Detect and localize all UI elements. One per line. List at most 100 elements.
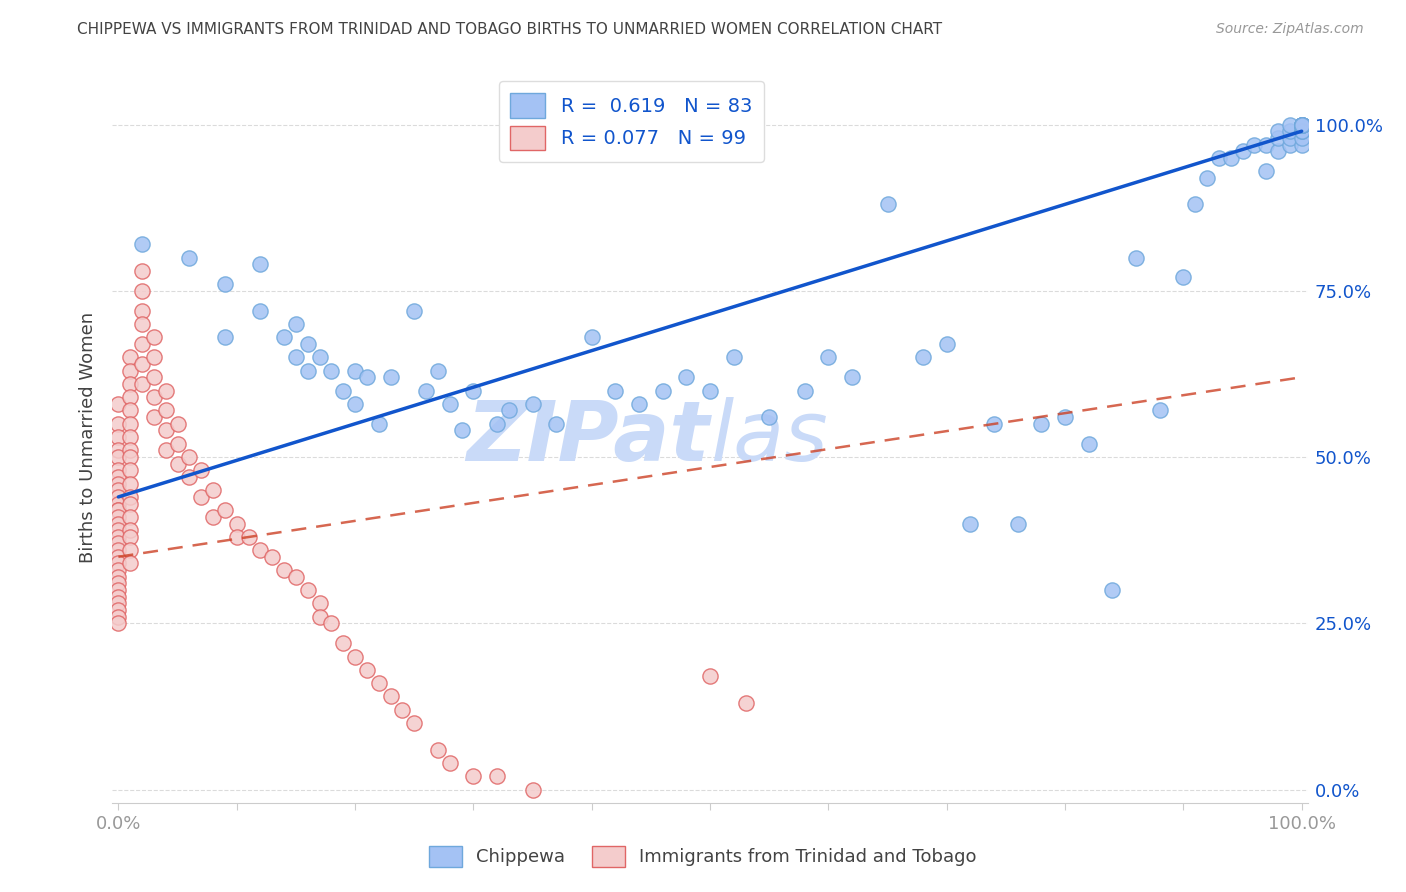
Point: [1291, 118, 1313, 132]
Point: [463, 384, 485, 398]
Point: [107, 503, 129, 517]
Point: [107, 476, 129, 491]
Point: [262, 549, 284, 564]
Point: [131, 264, 153, 278]
Point: [155, 384, 177, 398]
Point: [142, 330, 165, 344]
Point: [107, 582, 129, 597]
Point: [1291, 137, 1313, 152]
Point: [1149, 403, 1171, 417]
Point: [1267, 124, 1289, 138]
Point: [120, 390, 142, 404]
Point: [841, 370, 863, 384]
Point: [734, 696, 756, 710]
Point: [699, 669, 721, 683]
Point: [344, 397, 367, 411]
Point: [1291, 118, 1313, 132]
Point: [155, 443, 177, 458]
Point: [120, 497, 142, 511]
Point: [1291, 118, 1313, 132]
Point: [426, 742, 449, 756]
Point: [1232, 144, 1254, 158]
Point: [817, 351, 839, 365]
Text: las: las: [710, 397, 828, 477]
Point: [120, 557, 142, 571]
Point: [107, 417, 129, 431]
Point: [380, 690, 402, 704]
Point: [297, 582, 319, 597]
Point: [166, 457, 188, 471]
Point: [249, 543, 271, 558]
Point: [107, 576, 129, 591]
Point: [983, 417, 1005, 431]
Point: [107, 509, 129, 524]
Point: [155, 403, 177, 417]
Point: [120, 463, 142, 477]
Point: [107, 483, 129, 498]
Point: [628, 397, 651, 411]
Point: [120, 430, 142, 444]
Point: [1243, 137, 1265, 152]
Point: [142, 390, 165, 404]
Point: [1267, 144, 1289, 158]
Point: [131, 237, 153, 252]
Point: [356, 663, 378, 677]
Point: [308, 609, 330, 624]
Point: [605, 384, 627, 398]
Point: [297, 363, 319, 377]
Point: [131, 337, 153, 351]
Point: [155, 424, 177, 438]
Point: [284, 570, 307, 584]
Point: [439, 397, 461, 411]
Point: [107, 596, 129, 610]
Point: [142, 410, 165, 425]
Point: [793, 384, 815, 398]
Point: [723, 351, 745, 365]
Point: [486, 769, 509, 783]
Point: [1278, 131, 1301, 145]
Point: [463, 769, 485, 783]
Text: CHIPPEWA VS IMMIGRANTS FROM TRINIDAD AND TOBAGO BIRTHS TO UNMARRIED WOMEN CORREL: CHIPPEWA VS IMMIGRANTS FROM TRINIDAD AND…: [77, 22, 942, 37]
Point: [546, 417, 568, 431]
Point: [107, 497, 129, 511]
Point: [380, 370, 402, 384]
Point: [1208, 151, 1230, 165]
Point: [107, 530, 129, 544]
Point: [107, 543, 129, 558]
Point: [107, 616, 129, 631]
Point: [1267, 131, 1289, 145]
Point: [107, 450, 129, 464]
Point: [1031, 417, 1053, 431]
Point: [214, 330, 236, 344]
Point: [190, 490, 212, 504]
Point: [107, 557, 129, 571]
Point: [166, 417, 188, 431]
Point: [321, 616, 343, 631]
Text: ZIPat: ZIPat: [467, 397, 710, 477]
Point: [166, 436, 188, 450]
Point: [404, 303, 426, 318]
Point: [238, 530, 260, 544]
Point: [107, 563, 129, 577]
Point: [1291, 118, 1313, 132]
Point: [1291, 118, 1313, 132]
Point: [273, 330, 295, 344]
Point: [367, 676, 389, 690]
Point: [214, 277, 236, 292]
Point: [249, 257, 271, 271]
Point: [284, 317, 307, 331]
Text: Source: ZipAtlas.com: Source: ZipAtlas.com: [1216, 22, 1364, 37]
Point: [202, 483, 225, 498]
Point: [321, 363, 343, 377]
Point: [297, 337, 319, 351]
Point: [344, 649, 367, 664]
Point: [202, 509, 225, 524]
Point: [120, 476, 142, 491]
Point: [120, 351, 142, 365]
Point: [179, 251, 201, 265]
Point: [214, 503, 236, 517]
Point: [225, 530, 247, 544]
Point: [120, 417, 142, 431]
Point: [308, 351, 330, 365]
Point: [1184, 197, 1206, 211]
